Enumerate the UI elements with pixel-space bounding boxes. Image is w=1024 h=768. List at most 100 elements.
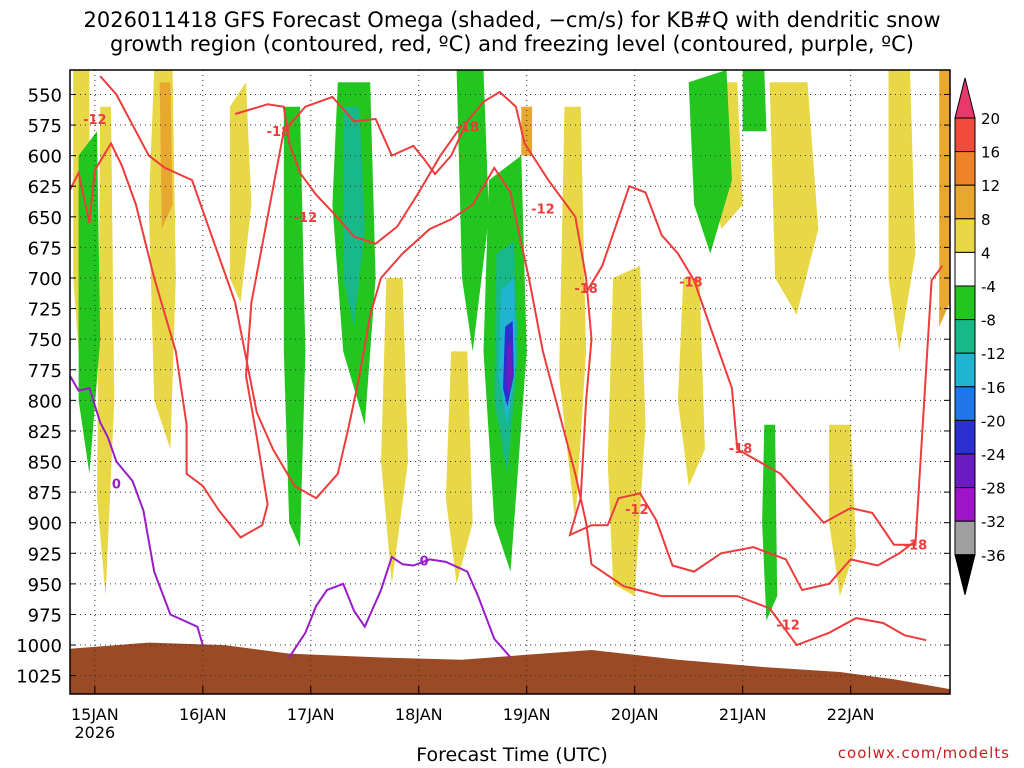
dendritic-label-0: -12 <box>83 113 107 128</box>
freezing-level-0 <box>70 375 204 646</box>
colorbar-seg-10 <box>954 419 976 455</box>
dendritic-label-2: -12 <box>294 211 318 226</box>
colorbar-seg-4 <box>954 218 976 253</box>
x-tick-label-15JAN: 15JAN <box>71 705 119 724</box>
dendritic-label-4: -12 <box>531 202 555 217</box>
dendritic-contour-2 <box>234 103 463 245</box>
colorbar-label-4: 4 <box>981 244 991 262</box>
colorbar-label-3: 8 <box>981 211 991 229</box>
colorbar-label-11: -28 <box>981 480 1006 498</box>
chart-title-line2: growth region (contoured, red, ºC) and f… <box>110 32 914 56</box>
colorbar-label-13: -36 <box>981 547 1006 565</box>
x-year-label: 2026 <box>74 723 115 742</box>
dendritic-label-7: -18 <box>729 442 753 457</box>
colorbar-top-arrow <box>954 77 976 119</box>
omega-weak-rise-10 <box>769 82 819 315</box>
omega-weak-sink-5 <box>688 70 732 254</box>
x-tick-label-20JAN: 20JAN <box>611 705 659 724</box>
plot-frame <box>69 69 951 695</box>
y-tick-label-600: 600 <box>28 147 62 168</box>
y-tick-label-975: 975 <box>28 605 62 626</box>
x-tick-label-18JAN: 18JAN <box>395 705 443 724</box>
y-tick-label-850: 850 <box>28 453 62 474</box>
y-tick-label-825: 825 <box>28 422 62 443</box>
dendritic-contour-1 <box>99 75 927 647</box>
y-tick-label-925: 925 <box>28 544 62 565</box>
y-tick-label-875: 875 <box>28 483 62 504</box>
y-tick-label-625: 625 <box>28 177 62 198</box>
colorbar-seg-11 <box>954 453 976 489</box>
colorbar-label-5: -4 <box>981 278 996 296</box>
colorbar-seg-12 <box>954 487 976 522</box>
dendritic-label-1: -18 <box>267 125 291 140</box>
colorbar-seg-2 <box>954 151 976 186</box>
x-tick-label-19JAN: 19JAN <box>503 705 551 724</box>
colorbar-label-6: -8 <box>981 312 996 330</box>
colorbar-label-12: -32 <box>981 513 1006 531</box>
dendritic-label-3: -18 <box>456 120 480 135</box>
y-tick-label-725: 725 <box>28 300 62 321</box>
x-tick-label-22JAN: 22JAN <box>827 705 875 724</box>
freezing-label-1: 0 <box>420 555 429 570</box>
dendritic-label-9: -12 <box>776 618 800 633</box>
omega-extreme-sink-0 <box>506 341 513 395</box>
omega-mod-rise-0 <box>159 82 173 230</box>
colorbar-label-9: -20 <box>981 412 1006 430</box>
colorbar-seg-5 <box>954 251 976 287</box>
colorbar-bottom-arrow <box>954 554 976 595</box>
y-tick-label-775: 775 <box>28 361 62 382</box>
omega-weak-sink-7 <box>742 70 767 132</box>
chart-title-line1: 2026011418 GFS Forecast Omega (shaded, −… <box>83 8 941 32</box>
colorbar-label-10: -24 <box>981 446 1006 464</box>
dendritic-label-10: -18 <box>904 539 928 554</box>
colorbar-seg-1 <box>954 117 976 153</box>
colorbar-seg-6 <box>954 285 976 321</box>
colorbar-seg-9 <box>954 386 976 421</box>
credit-link[interactable]: coolwx.com/modelts <box>837 744 1010 762</box>
x-tick-label-17JAN: 17JAN <box>287 705 335 724</box>
dendritic-contour-3 <box>585 184 944 546</box>
dendritic-label-5: -18 <box>574 282 598 297</box>
colorbar-seg-13 <box>954 520 976 556</box>
y-tick-label-750: 750 <box>28 330 62 351</box>
y-tick-label-575: 575 <box>28 116 62 137</box>
x-tick-label-16JAN: 16JAN <box>179 705 227 724</box>
freezing-level-1 <box>288 555 512 658</box>
omega-mod-rise-3 <box>939 70 950 327</box>
y-tick-label-950: 950 <box>28 575 62 596</box>
plot-content: -12 -18 -12 -18 -12 -18 -18 -18 -12 -12 -18 0 0 <box>70 70 950 694</box>
dendritic-label-8: -12 <box>625 503 649 518</box>
omega-weak-rise-4 <box>381 278 408 584</box>
colorbar-seg-8 <box>954 352 976 388</box>
x-tick-label-21JAN: 21JAN <box>719 705 767 724</box>
y-tick-label-1000: 1000 <box>16 636 62 657</box>
omega-mod-sink-0 <box>343 106 365 327</box>
omega-weak-rise-7 <box>607 265 646 597</box>
y-tick-label-700: 700 <box>28 269 62 290</box>
omega-weak-sink-3 <box>456 70 489 352</box>
colorbar-label-1: 16 <box>981 144 1000 162</box>
y-tick-label-1025: 1025 <box>16 667 62 688</box>
x-axis-label: Forecast Time (UTC) <box>416 744 608 766</box>
y-tick-label-550: 550 <box>28 85 62 106</box>
freezing-label-0: 0 <box>112 478 121 493</box>
y-tick-label-675: 675 <box>28 238 62 259</box>
colorbar-label-0: 20 <box>981 110 1000 128</box>
omega-weak-rise-5 <box>445 351 473 584</box>
omega-weak-rise-11 <box>888 70 916 352</box>
y-tick-label-900: 900 <box>28 514 62 535</box>
omega-weak-rise-1 <box>97 106 115 597</box>
colorbar-label-7: -12 <box>981 345 1006 363</box>
colorbar-label-8: -16 <box>981 379 1006 397</box>
dendritic-contour-0 <box>70 90 917 592</box>
colorbar-seg-3 <box>954 184 976 220</box>
colorbar-label-2: 12 <box>981 177 1000 195</box>
omega-weak-rise-6 <box>559 106 587 523</box>
dendritic-label-6: -18 <box>679 276 703 291</box>
omega-weak-sink-6 <box>762 424 778 621</box>
omega-weak-sink-0 <box>78 131 101 474</box>
omega-weak-rise-8 <box>677 278 705 486</box>
y-tick-label-800: 800 <box>28 391 62 412</box>
y-tick-label-650: 650 <box>28 208 62 229</box>
